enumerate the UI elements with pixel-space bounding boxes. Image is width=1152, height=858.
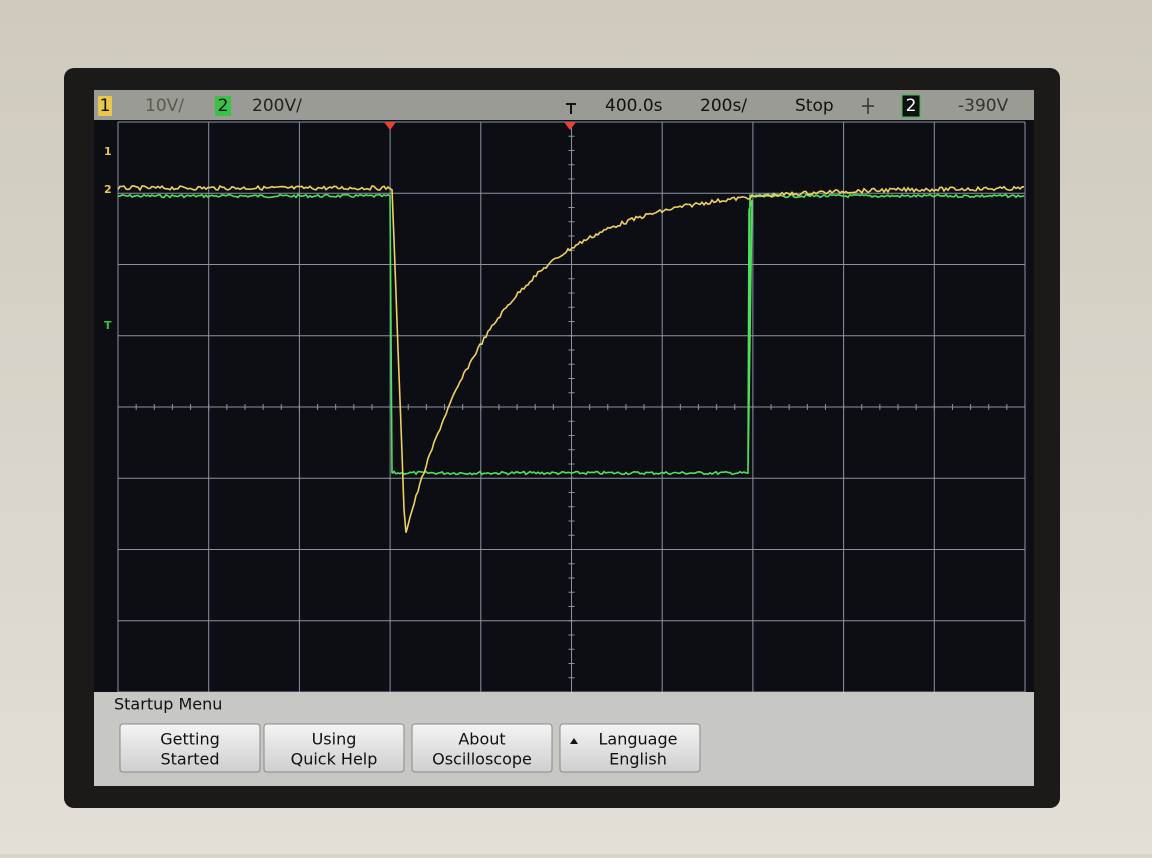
screen bbox=[94, 90, 1034, 786]
trace-channel-2 bbox=[117, 193, 1025, 476]
softkey[interactable] bbox=[559, 723, 701, 773]
softkey[interactable] bbox=[263, 723, 405, 773]
softkey-arrow bbox=[570, 738, 578, 744]
softkey-line2: Quick Help bbox=[291, 750, 378, 769]
softkey-line1: About bbox=[458, 730, 505, 749]
softkey-line1: Getting bbox=[160, 730, 220, 749]
trigger-marker: T bbox=[104, 319, 112, 332]
ch1-badge bbox=[98, 96, 112, 116]
trigger-edge-icon bbox=[862, 98, 874, 114]
trig-src-badge bbox=[901, 94, 921, 118]
ch2-label: 2 bbox=[218, 96, 229, 116]
ch1-label: 1 bbox=[100, 96, 111, 116]
delay-icon bbox=[566, 103, 576, 114]
softkey[interactable] bbox=[411, 723, 553, 773]
softkey-line1: Language bbox=[599, 730, 678, 749]
trigger-level: -390V bbox=[958, 96, 1009, 116]
ch1-scale: 10V/ bbox=[145, 96, 184, 116]
softkey[interactable] bbox=[119, 723, 261, 773]
ch2-badge bbox=[215, 96, 231, 116]
trace-channel-1 bbox=[117, 184, 1025, 533]
softkey-line2: Oscilloscope bbox=[432, 750, 532, 769]
ch2-marker: 2 bbox=[104, 183, 112, 196]
menu-title: Startup Menu bbox=[114, 695, 222, 714]
run-state: Stop bbox=[795, 96, 834, 116]
softkey-line2: Started bbox=[160, 750, 219, 769]
softkey-line2: English bbox=[609, 750, 667, 769]
ch1-marker: 1 bbox=[104, 145, 112, 158]
trigger-source: 2 bbox=[906, 96, 917, 116]
status-bar bbox=[94, 90, 1034, 120]
softkey-line1: Using bbox=[312, 730, 357, 749]
ch2-scale: 200V/ bbox=[252, 96, 302, 116]
timebase: 200s/ bbox=[700, 96, 747, 116]
delay: 400.0s bbox=[605, 96, 663, 116]
markers: 1 2 T bbox=[104, 145, 112, 332]
traces bbox=[117, 184, 1025, 533]
status-texts: 1 10V/ 2 200V/ 400.0s 200s/ Stop 2 -390V bbox=[98, 94, 1009, 118]
